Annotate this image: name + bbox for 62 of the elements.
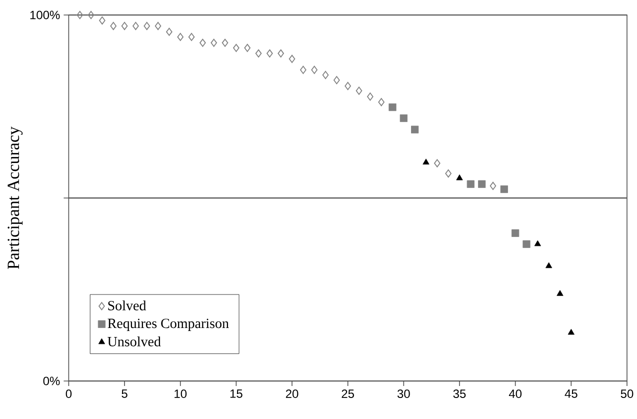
- point: [344, 82, 351, 90]
- x-tick-label: 5: [122, 390, 128, 398]
- point: [466, 180, 474, 188]
- point: [200, 38, 206, 47]
- point: [546, 262, 552, 268]
- point: [188, 32, 195, 42]
- legend-label: Requires Comparison: [108, 318, 229, 331]
- x-tick-label: 40: [508, 390, 522, 398]
- point: [434, 159, 440, 168]
- point: [356, 86, 362, 95]
- point: [255, 49, 262, 58]
- x-tick-label: 35: [453, 390, 466, 398]
- legend-label: Solved: [108, 300, 146, 310]
- point: [288, 54, 296, 63]
- x-tick-label: 50: [620, 390, 634, 398]
- point: [478, 180, 486, 188]
- point: [367, 92, 374, 101]
- point: [154, 22, 162, 30]
- point: [76, 10, 84, 20]
- point: [322, 70, 329, 80]
- point: [445, 169, 452, 178]
- y-tick-label: 100%: [30, 10, 60, 20]
- point: [99, 16, 106, 25]
- point: [400, 114, 408, 122]
- x-tick-label: 0: [66, 390, 72, 398]
- point: [456, 174, 463, 180]
- point: [244, 44, 251, 52]
- point: [210, 38, 218, 47]
- point: [534, 240, 541, 246]
- y-tick-label: 0%: [43, 376, 60, 386]
- point: [490, 182, 496, 190]
- point: [556, 290, 564, 296]
- point: [422, 158, 430, 164]
- x-tick-label: 25: [342, 390, 354, 398]
- point: [266, 49, 273, 58]
- y-axis-title: Participant Accuracy: [8, 126, 23, 270]
- x-tick-label: 30: [397, 390, 410, 398]
- point: [110, 22, 117, 30]
- point: [568, 328, 574, 335]
- point: [278, 49, 284, 58]
- point: [132, 22, 139, 30]
- point: [512, 229, 520, 237]
- point: [378, 98, 384, 106]
- point: [411, 126, 419, 134]
- point: [177, 32, 184, 42]
- point: [300, 66, 306, 74]
- point: [166, 28, 172, 36]
- point: [388, 103, 396, 112]
- point: [522, 240, 530, 248]
- point: [500, 185, 508, 194]
- x-tick-label: 45: [564, 390, 578, 398]
- x-tick-label: 10: [174, 390, 187, 398]
- point: [334, 76, 340, 84]
- x-tick-label: 15: [230, 390, 242, 398]
- x-tick-label: 20: [286, 390, 298, 398]
- point: [311, 66, 318, 74]
- point: [144, 22, 150, 30]
- point: [222, 38, 228, 47]
- point: [88, 10, 94, 20]
- point: [121, 22, 128, 30]
- legend-label: Unsolved: [108, 336, 161, 346]
- point: [233, 44, 240, 52]
